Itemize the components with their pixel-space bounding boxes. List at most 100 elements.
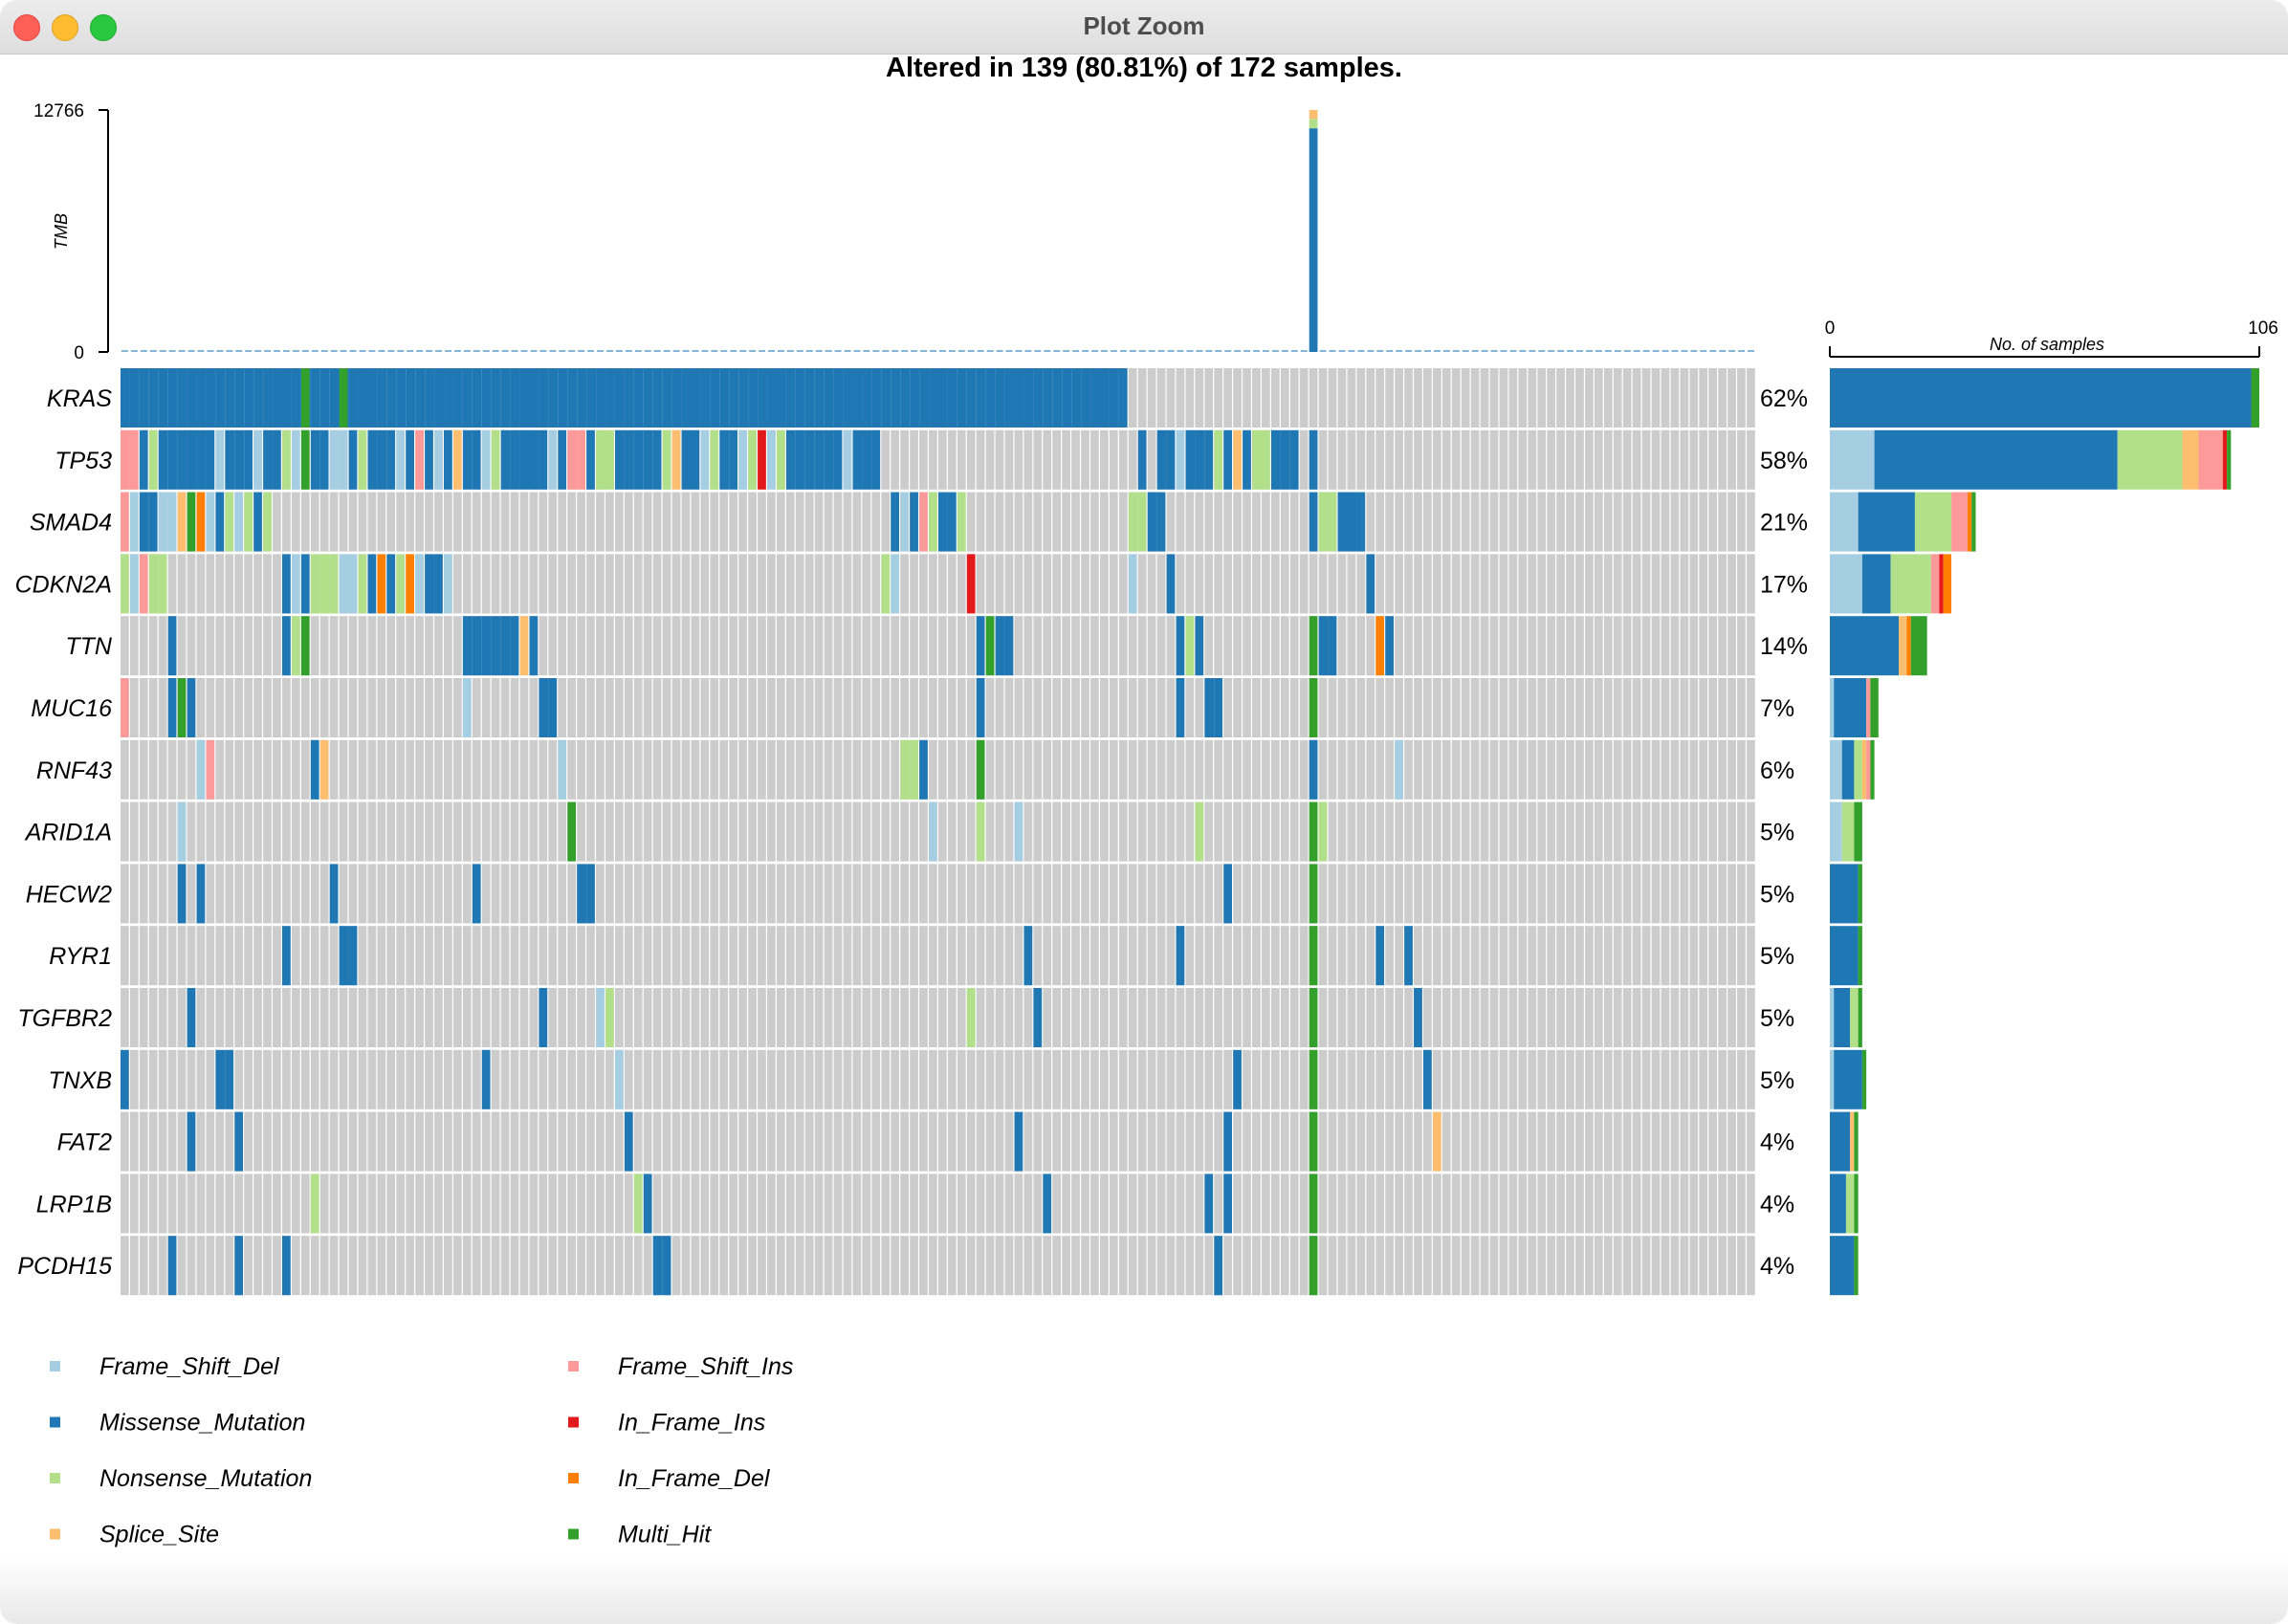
bg-cell [1043, 864, 1052, 924]
bg-cell [1109, 678, 1118, 737]
tmb-bar [1681, 350, 1688, 352]
bg-cell [957, 988, 966, 1047]
bg-cell [1289, 492, 1299, 552]
bg-cell [852, 988, 862, 1047]
mutation-cell-tnxb [215, 1049, 226, 1109]
gene-label: SMAD4 [30, 510, 112, 537]
bg-cell [1270, 801, 1280, 862]
gene-bar-segment-ryr1 [1858, 926, 1862, 986]
bg-cell [1137, 1049, 1147, 1109]
bg-cell [957, 1236, 966, 1296]
bg-cell [300, 492, 310, 552]
tmb-bar [644, 350, 651, 352]
bg-cell [862, 926, 871, 986]
bg-cell [452, 926, 462, 986]
bg-cell [319, 1049, 329, 1109]
close-button[interactable] [13, 14, 40, 41]
bg-cell [1128, 864, 1137, 924]
legend-swatch [50, 1361, 60, 1372]
mutation-cell-rnf43 [310, 739, 319, 800]
tmb-bar [1110, 350, 1117, 352]
bg-cell [1337, 1049, 1347, 1109]
bg-cell [500, 1174, 510, 1234]
bg-cell [1062, 554, 1070, 614]
bg-cell [1118, 926, 1128, 986]
tmb-bar [245, 350, 253, 352]
mutation-cell-cdkn2a [300, 554, 310, 614]
bg-cell [1575, 739, 1584, 800]
mutation-cell-kras [319, 368, 330, 428]
bg-cell [995, 1049, 1004, 1109]
bg-cell [1414, 1111, 1422, 1172]
bg-cell [1661, 492, 1670, 552]
mutation-cell-rnf43 [196, 739, 206, 800]
mutation-cell-tp53 [206, 429, 215, 490]
bg-cell [795, 988, 804, 1047]
gene-label: TGFBR2 [17, 1005, 112, 1032]
bg-cell [1204, 616, 1214, 676]
bg-cell [985, 1236, 995, 1296]
mutation-cell-cdkn2a [158, 554, 167, 614]
mutation-cell-kras [643, 368, 653, 428]
bg-cell [253, 739, 262, 800]
bg-cell [966, 492, 976, 552]
bg-cell [1489, 1111, 1499, 1172]
bg-cell [614, 1236, 624, 1296]
bg-cell [1223, 678, 1232, 737]
bg-cell [1328, 429, 1337, 490]
bg-cell [1156, 1049, 1166, 1109]
bg-cell [1423, 926, 1432, 986]
bg-cell [1537, 554, 1547, 614]
maximize-button[interactable] [90, 14, 117, 41]
bg-cell [234, 678, 244, 737]
mutation-cell-smad4 [1137, 492, 1147, 552]
bg-cell [462, 1174, 472, 1234]
title-bar: Plot Zoom [0, 0, 2288, 55]
mutation-cell-tnxb [1309, 1049, 1318, 1109]
bg-cell [985, 429, 995, 490]
bg-cell [187, 1049, 196, 1109]
bg-cell [510, 1111, 519, 1172]
bg-cell [1299, 926, 1309, 986]
bg-cell [1233, 616, 1242, 676]
bg-cell [1727, 1111, 1736, 1172]
bg-cell [1603, 492, 1613, 552]
bg-cell [1395, 1111, 1403, 1172]
bg-cell [1214, 1049, 1223, 1109]
bg-cell [1661, 988, 1670, 1047]
mutation-cell-tp53 [339, 429, 348, 490]
bg-cell [1081, 801, 1089, 862]
bg-cell [795, 864, 804, 924]
bg-cell [1651, 678, 1661, 737]
bg-cell [671, 801, 681, 862]
bg-cell [1451, 616, 1461, 676]
bg-cell [1461, 554, 1470, 614]
bg-cell [871, 864, 881, 924]
bg-cell [529, 1174, 539, 1234]
bg-cell [444, 864, 452, 924]
bg-cell [1204, 1111, 1214, 1172]
bg-cell [1632, 1049, 1641, 1109]
bg-cell [776, 554, 785, 614]
bg-cell [1356, 1236, 1366, 1296]
tmb-bar [1005, 350, 1013, 352]
minimize-button[interactable] [52, 14, 78, 41]
bg-cell [1404, 492, 1413, 552]
bg-cell [1347, 864, 1356, 924]
bg-cell [1499, 429, 1508, 490]
bg-cell [700, 1049, 710, 1109]
bg-cell [158, 1236, 167, 1296]
bg-cell [1375, 368, 1385, 428]
bg-cell [1014, 864, 1023, 924]
gene-percentage: 17% [1760, 571, 1808, 598]
bg-cell [472, 492, 481, 552]
bg-cell [558, 988, 567, 1047]
bg-cell [1632, 368, 1641, 428]
bg-cell [833, 739, 843, 800]
bg-cell [947, 801, 957, 862]
bg-cell [121, 739, 129, 800]
bg-cell [1537, 739, 1547, 800]
bg-cell [804, 801, 814, 862]
bg-cell [1328, 1236, 1337, 1296]
bg-cell [614, 616, 624, 676]
